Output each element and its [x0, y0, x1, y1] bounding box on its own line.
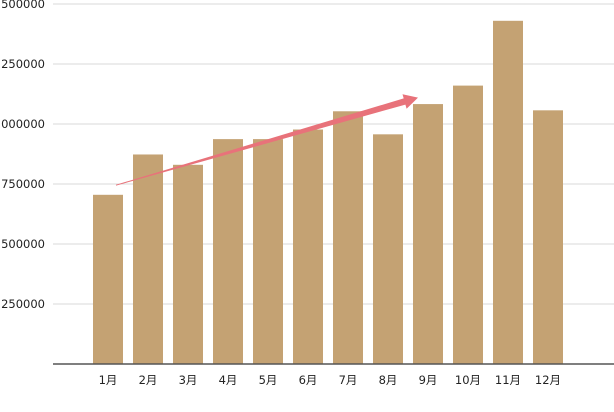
x-tick-label: 6月 — [299, 373, 318, 387]
x-tick-label: 9月 — [419, 373, 438, 387]
x-tick-label: 7月 — [339, 373, 358, 387]
y-tick-label: 250000 — [1, 297, 45, 311]
x-tick-label: 8月 — [379, 373, 398, 387]
trend-annotation — [115, 94, 419, 186]
bar — [293, 129, 323, 364]
bar — [213, 139, 243, 364]
x-tick-label: 3月 — [179, 373, 198, 387]
bar — [373, 134, 403, 364]
x-tick-label: 1月 — [99, 373, 118, 387]
bar — [253, 139, 283, 364]
bar — [133, 154, 163, 364]
x-tick-label: 12月 — [535, 373, 561, 387]
bar — [413, 104, 443, 364]
y-tick-label: 500000 — [1, 237, 45, 251]
bar — [453, 85, 483, 364]
y-tick-label: 1000000 — [0, 117, 45, 131]
x-tick-label: 11月 — [495, 373, 521, 387]
x-tick-label: 10月 — [455, 373, 481, 387]
y-tick-label: 1500000 — [0, 0, 45, 11]
bar — [533, 110, 563, 364]
bar — [93, 194, 123, 364]
bars — [93, 20, 563, 365]
x-tick-label: 5月 — [259, 373, 278, 387]
x-tick-label: 4月 — [219, 373, 238, 387]
bar — [333, 111, 363, 364]
bar — [493, 20, 523, 365]
trend-arrow — [115, 94, 419, 186]
x-tick-label: 2月 — [139, 373, 158, 387]
y-tick-label: 750000 — [1, 177, 45, 191]
bar — [173, 164, 203, 364]
y-tick-label: 1250000 — [0, 57, 45, 71]
axis-labels: 250000 500000 750000 1000000 1250000 1500000 1… — [0, 0, 561, 387]
